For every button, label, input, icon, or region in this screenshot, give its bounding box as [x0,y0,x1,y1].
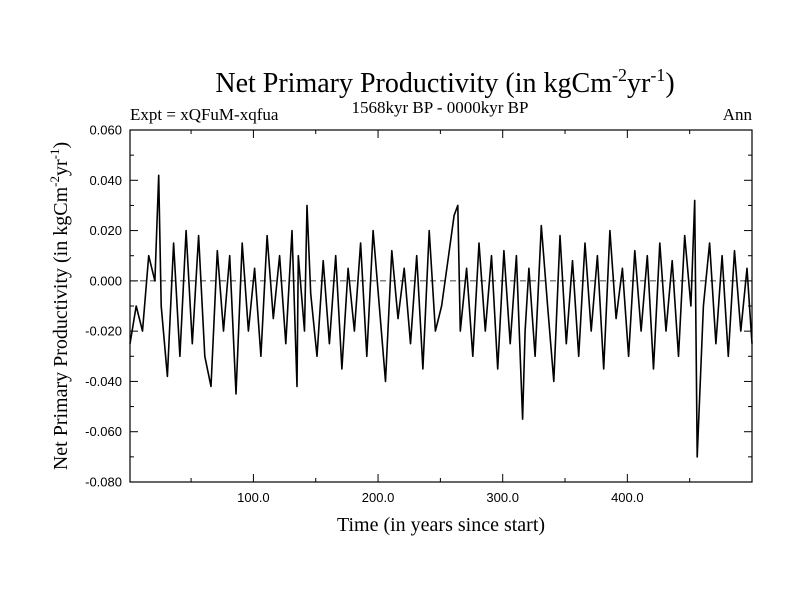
y-tick-label: -0.080 [85,475,122,490]
npp-series-line [129,174,753,458]
x-tick-label: 300.0 [486,490,519,505]
y-tick-label: -0.040 [85,374,122,389]
y-tick-label: 0.000 [89,273,122,288]
y-axis-label-sup-1: -2 [47,176,62,187]
y-tick-label: 0.020 [89,223,122,238]
chart-subtitle: 1568kyr BP - 0000kyr BP [352,98,529,117]
chart-title-sup-1: -2 [612,65,627,85]
x-tick-label: 400.0 [611,490,644,505]
chart-title: Net Primary Productivity (in kgCm-2yr-1) [215,65,674,99]
y-axis-label-sup-2: -1 [47,149,62,160]
axis-tick-labels: -0.080 -0.060 -0.040 -0.020 0.000 0.020 0.040 0… [85,123,643,506]
y-tick-label: 0.040 [89,173,122,188]
experiment-label: Expt = xQFuM-xqfua [130,105,279,124]
y-tick-label: -0.020 [85,324,122,339]
y-tick-label: -0.060 [85,424,122,439]
y-axis-label: Net Primary Productivity (in kgCm-2yr-1) [47,142,72,470]
season-label: Ann [723,105,753,124]
x-tick-label: 100.0 [237,490,270,505]
y-tick-label: 0.060 [89,123,122,138]
chart-title-sup-2: -1 [650,65,665,85]
x-axis-label: Time (in years since start) [337,514,545,536]
x-tick-label: 200.0 [362,490,395,505]
